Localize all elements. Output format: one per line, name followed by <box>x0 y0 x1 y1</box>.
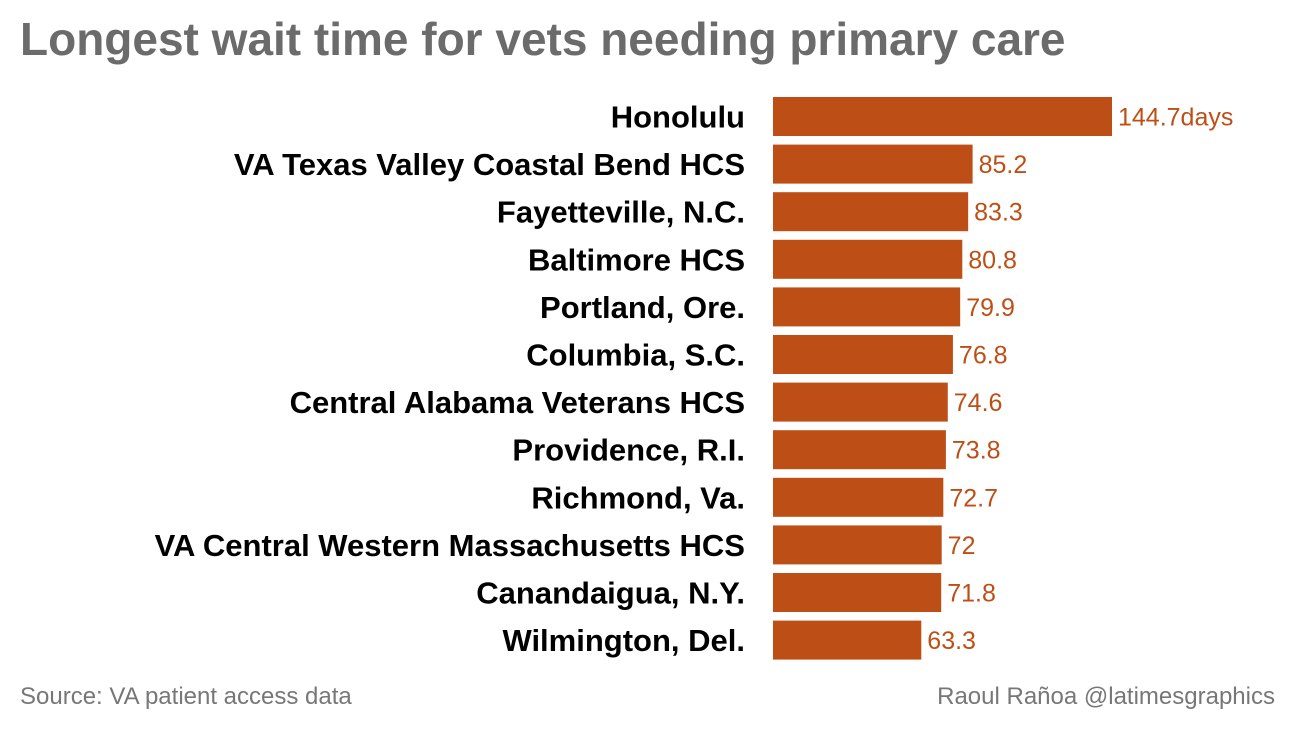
category-label: VA Texas Valley Coastal Bend HCS <box>234 147 745 182</box>
chart-title: Longest wait time for vets needing prima… <box>20 13 1066 65</box>
value-label: 72 <box>948 532 976 560</box>
value-label: 79.9 <box>966 294 1015 322</box>
category-label: Wilmington, Del. <box>502 623 745 658</box>
bar <box>773 573 942 612</box>
category-label: Providence, R.I. <box>512 433 745 468</box>
category-label: Fayetteville, N.C. <box>497 195 745 230</box>
bar <box>773 144 973 184</box>
value-label: 83.3 <box>974 199 1023 227</box>
category-label: VA Central Western Massachusetts HCS <box>155 528 745 563</box>
bar <box>773 525 942 565</box>
value-label: 85.2 <box>979 151 1028 179</box>
value-label: 76.8 <box>959 342 1008 370</box>
category-label: Baltimore HCS <box>528 242 745 277</box>
source-note: Source: VA patient access data <box>20 683 352 710</box>
bar <box>773 239 963 279</box>
value-label: 73.8 <box>952 437 1001 465</box>
value-label: 63.3 <box>927 627 976 655</box>
bar <box>773 382 948 422</box>
value-label: 74.6 <box>954 389 1003 417</box>
value-label: 144.7days <box>1118 104 1233 132</box>
value-label: 80.8 <box>968 246 1017 274</box>
category-label: Honolulu <box>611 100 745 135</box>
category-label: Canandaigua, N.Y. <box>476 576 745 611</box>
category-label: Central Alabama Veterans HCS <box>290 385 745 420</box>
bar <box>773 97 1112 136</box>
value-label: 71.8 <box>947 580 996 608</box>
bar <box>773 477 944 517</box>
bar <box>773 620 922 660</box>
category-label: Richmond, Va. <box>531 480 745 515</box>
bar <box>773 430 946 470</box>
value-label: 72.7 <box>949 484 998 512</box>
category-label: Portland, Ore. <box>540 290 745 325</box>
bar <box>773 287 961 327</box>
credit: Raoul Rañoa @latimesgraphics <box>937 683 1275 710</box>
bar <box>773 192 969 232</box>
category-label: Columbia, S.C. <box>526 338 745 373</box>
bar <box>773 335 953 374</box>
